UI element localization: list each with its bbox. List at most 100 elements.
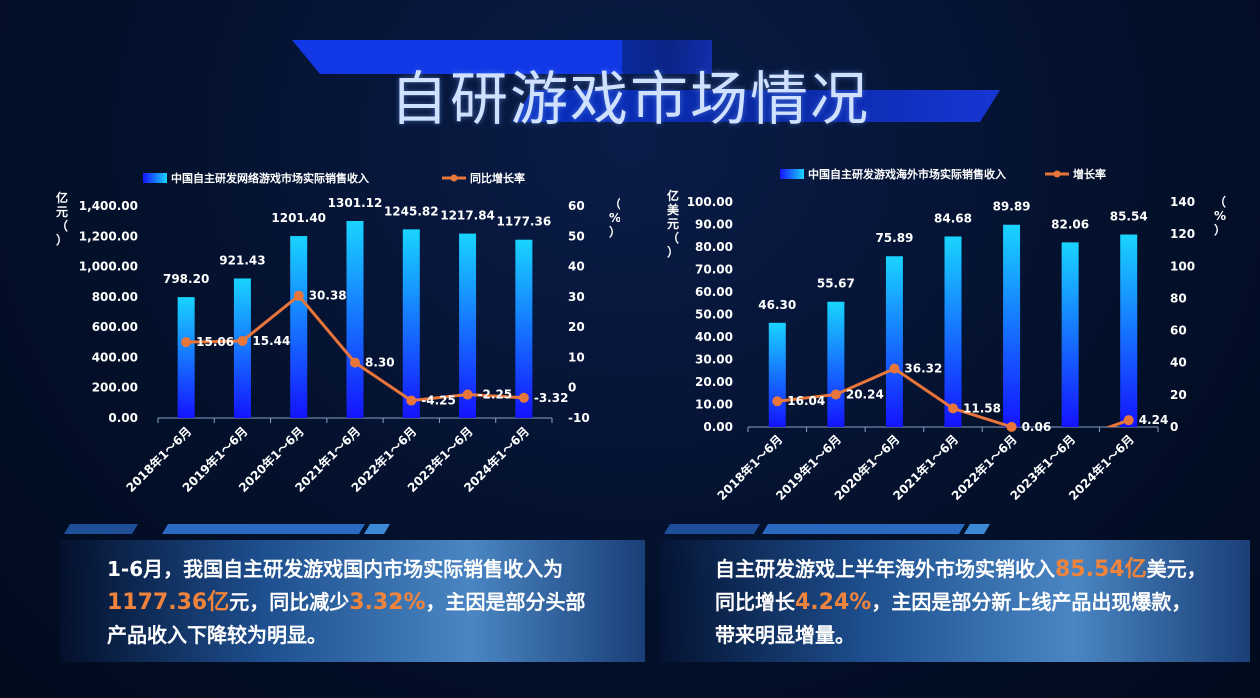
summary-text-overseas: 自主研发游戏上半年海外市场实销收入85.54亿美元， 同比增长4.24%，主因是… [715, 553, 1245, 652]
growth-point [518, 392, 529, 403]
bar [459, 233, 477, 418]
y-left-tick-label: 800.00 [92, 290, 138, 304]
y-right-tick-label: 40 [1170, 356, 1187, 370]
y-right-axis-label: （ [609, 196, 620, 211]
summary-text-part: 带来明显增量。 [715, 623, 855, 647]
bar-value-label: 75.89 [875, 231, 913, 245]
bar-value-label: 82.06 [1051, 217, 1089, 231]
bar-value-label: 1177.36 [497, 215, 552, 229]
summary-text-part: 同比增长 [715, 590, 795, 614]
legend-label: 增长率 [1073, 167, 1106, 181]
y-right-tick-label: 120 [1170, 227, 1195, 241]
growth-value-label: 36.32 [904, 362, 942, 376]
y-left-axis-label: 美 [667, 202, 680, 217]
y-left-tick-label: 1,400.00 [79, 199, 138, 213]
bar-value-label: 85.54 [1110, 210, 1148, 224]
y-left-tick-label: 0.00 [108, 411, 138, 425]
y-left-tick-label: 40.00 [695, 330, 733, 344]
legend-bar-swatch [780, 169, 804, 179]
y-left-tick-label: 200.00 [92, 381, 138, 395]
legend-label: 中国自主研发网络游戏市场实际销售收入 [171, 171, 369, 185]
bar-value-label: 921.43 [219, 253, 265, 267]
y-right-tick-label: 0 [1170, 420, 1178, 434]
growth-point [406, 395, 417, 406]
growth-point [1006, 421, 1017, 432]
highlight-revenue: 1177.36亿 [107, 590, 230, 615]
y-left-tick-label: 600.00 [92, 320, 138, 334]
y-right-tick-label: 30 [568, 290, 585, 304]
y-right-axis-label: % [609, 211, 620, 225]
growth-point [1123, 415, 1134, 426]
bar-value-label: 89.89 [993, 200, 1031, 214]
growth-point [830, 389, 841, 400]
bar [402, 229, 420, 418]
summary-text-part: 元，同比减少 [229, 590, 350, 614]
bar [177, 297, 195, 418]
y-left-tick-label: 10.00 [695, 398, 733, 412]
bar [827, 301, 845, 427]
y-left-axis-label: 亿 [667, 188, 679, 203]
highlight-rate: 4.24% [795, 590, 872, 615]
y-left-tick-label: 400.00 [92, 350, 138, 364]
bar [885, 256, 903, 427]
panel-decoration [64, 524, 390, 534]
title-banner [292, 40, 1000, 122]
summary-text-part: 1-6月，我国自主研发游戏国内市场实际销售收入为 [107, 557, 564, 581]
bar-value-label: 46.30 [758, 298, 796, 312]
y-left-axis-label: ） [56, 232, 68, 247]
summary-text-part: 自主研发游戏上半年海外市场实销收入 [715, 557, 1055, 581]
y-left-tick-label: 80.00 [695, 240, 733, 254]
y-right-tick-label: 10 [568, 350, 585, 364]
y-left-tick-label: 90.00 [695, 218, 733, 232]
y-left-axis-label: （ [667, 230, 679, 245]
legend-label: 中国自主研发游戏海外市场实际销售收入 [808, 167, 1006, 181]
bar [290, 236, 308, 418]
growth-point [772, 396, 783, 407]
y-right-tick-label: 0 [568, 381, 576, 395]
y-right-axis-label: ） [1214, 222, 1226, 237]
summary-panel-domestic: 1-6月，我国自主研发游戏国内市场实际销售收入为 1177.36亿元，同比减少3… [60, 520, 645, 662]
y-left-axis-label: 元 [56, 205, 68, 219]
bar [233, 278, 251, 418]
y-right-tick-label: 60 [1170, 324, 1187, 338]
bar [1061, 242, 1079, 427]
growth-value-label: 16.04 [787, 394, 825, 408]
y-right-axis-label: ） [609, 224, 620, 239]
growth-value-label: -2.25 [478, 388, 513, 402]
bar [768, 322, 786, 427]
y-left-tick-label: 60.00 [695, 285, 733, 299]
growth-value-label: 15.44 [252, 334, 290, 348]
bar-value-label: 55.67 [817, 277, 855, 291]
growth-value-label: 30.38 [309, 289, 347, 303]
growth-point [948, 403, 958, 414]
y-left-tick-label: 20.00 [695, 375, 733, 389]
y-right-tick-label: -10 [568, 411, 590, 425]
bar-value-label: 1217.84 [440, 209, 495, 223]
y-left-tick-label: 100.00 [687, 195, 733, 209]
growth-point [181, 337, 192, 348]
y-left-axis-label: 元 [667, 217, 679, 231]
bar [1003, 224, 1021, 427]
y-left-tick-label: 0.00 [703, 420, 733, 434]
growth-value-label: 20.24 [846, 387, 884, 401]
bar [515, 239, 533, 418]
chart-overseas: 中国自主研发游戏海外市场实际销售收入 增长率亿美元（）（%） 0.00 10.00 20… [655, 160, 1255, 530]
growth-point [462, 389, 473, 400]
legend-line-marker [450, 174, 458, 182]
summary-text-part: 产品收入下降较为明显。 [107, 623, 327, 647]
y-left-tick-label: 50.00 [695, 308, 733, 322]
y-left-axis-label: ） [667, 244, 679, 259]
growth-value-label: 11.58 [963, 401, 1001, 415]
y-right-tick-label: 140 [1170, 195, 1195, 209]
summary-text-part: ，主因是部分新上线产品出现爆款， [871, 590, 1192, 614]
y-left-tick-label: 1,000.00 [79, 260, 138, 274]
page-title: 自研游戏市场情况 [389, 65, 870, 133]
y-left-tick-label: 30.00 [695, 353, 733, 367]
bar [346, 220, 364, 418]
highlight-revenue: 85.54亿 [1055, 557, 1147, 582]
growth-point [350, 357, 360, 368]
panel-decoration [664, 524, 990, 534]
y-right-axis-label: % [1214, 209, 1226, 223]
bar-value-label: 1301.12 [328, 196, 383, 210]
chart-domestic: 中国自主研发网络游戏市场实际销售收入 同比增长率亿元（）（%） 0.00 200.00… [40, 160, 621, 530]
